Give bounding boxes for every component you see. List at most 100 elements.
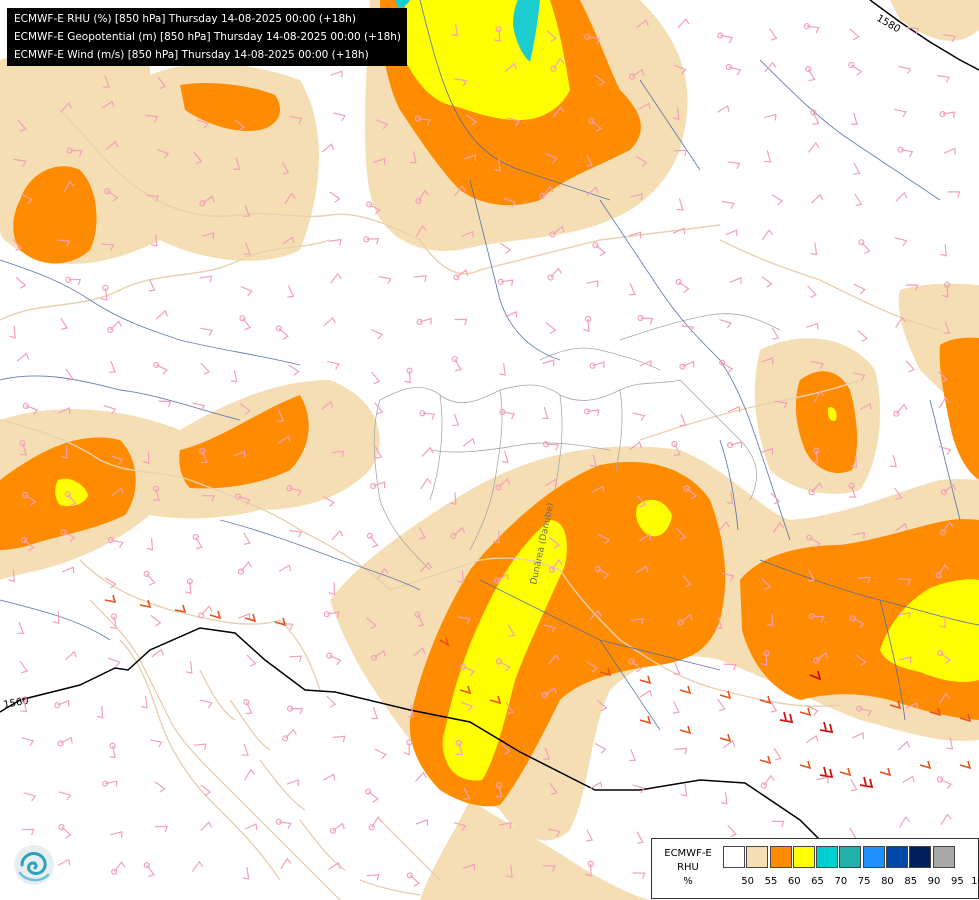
wind-barb [771,327,780,340]
wind-barb [771,194,784,206]
wind-barb [110,831,123,838]
wind-barb [582,318,590,332]
wind-barb [328,861,341,870]
wind-barb [673,662,681,675]
wind-barb [404,370,411,384]
wind-barb [851,732,865,740]
wind-barb [498,660,511,672]
wind-barb [64,650,78,661]
wind-barb [807,285,817,298]
admin-boundaries [373,313,781,571]
wind-barb [109,745,116,759]
wind-barb [322,773,336,781]
wind-barb [592,361,605,369]
wind-barb [146,864,156,878]
wind-barb [899,656,912,664]
wind-barb [493,530,500,544]
wind-barb [21,828,35,836]
wind-barb [331,450,345,458]
calm-wind-marker [198,612,205,619]
wind-barb [185,661,193,674]
wind-barb [110,455,124,465]
wind-barb [770,492,781,505]
wind-barb [717,105,730,113]
wind-barb [597,568,610,580]
calm-wind-marker [495,484,502,491]
wind-barb [104,577,117,589]
wind-barb [500,242,512,254]
legend-title: ECMWF-E RHU % [656,847,720,889]
wind-barb [107,190,119,202]
wind-barb [547,828,561,837]
calm-wind-marker [937,649,944,657]
wind-barb [676,198,684,211]
wind-barb [243,204,251,217]
wind-barb [942,521,954,533]
wind-barb [104,780,118,788]
wind-barb [191,860,204,872]
calm-wind-marker [592,242,599,249]
wind-barb [155,825,168,833]
wind-barb [284,728,297,739]
calm-wind-marker [326,652,333,659]
wind-barb [768,28,778,41]
wind-barb [860,241,871,255]
wind-barb [366,237,380,245]
wind-barb [630,193,643,201]
wind-barb [544,687,557,696]
calm-wind-marker [153,485,160,492]
wind-barb [366,617,377,630]
calm-wind-marker [415,197,422,204]
wind-barb [8,569,15,583]
wind-barb [551,558,563,571]
wind-barb [373,157,386,165]
calm-wind-marker [20,536,28,544]
wind-barb [761,228,774,241]
legend-tick-label: 70 [834,876,848,887]
calm-wind-marker [453,274,460,281]
wind-barb [457,570,464,584]
wind-barb [373,481,386,488]
wind-barb [200,450,208,464]
wind-barb [682,360,695,368]
wind-barb [195,536,203,550]
wind-barb [462,863,476,871]
calm-wind-marker [683,485,690,492]
wind-barb [494,29,501,42]
wind-barb [636,19,649,29]
wind-barb [419,561,432,573]
wind-barb [638,102,651,110]
wind-barb [686,488,698,500]
wind-barb [495,785,503,798]
wind-barb [764,113,777,121]
wind-barb [327,360,340,370]
calm-wind-marker [370,482,377,490]
calm-wind-marker [810,109,817,116]
wind-barb [761,577,772,591]
wind-barb [449,492,457,506]
wind-barb [590,781,603,790]
wind-barb [331,529,344,541]
calm-wind-marker [22,402,29,409]
calm-wind-marker [323,611,330,618]
wind-barb [855,654,867,666]
wind-barb [155,364,169,375]
wind-barb [371,707,379,720]
wind-barb [230,369,238,383]
calm-wind-marker [496,782,503,789]
wind-barb [728,66,742,76]
wind-barb [940,813,952,826]
wind-barb [200,327,214,336]
calm-wind-marker [287,705,294,712]
calm-wind-marker [584,315,592,323]
wind-barb [673,64,687,75]
calm-wind-marker [101,780,109,787]
legend-swatch [862,846,885,868]
wind-barb [761,276,773,288]
wind-barb [859,708,872,717]
wind-barb [543,624,556,634]
wind-barb [852,372,866,381]
country-borders [0,109,941,881]
legend-swatch [932,846,955,868]
